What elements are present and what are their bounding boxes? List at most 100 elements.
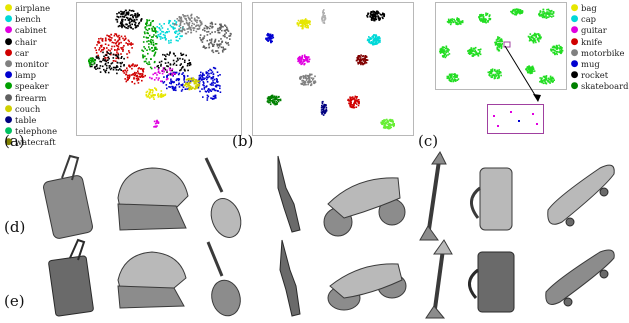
scatter-point — [132, 73, 134, 76]
scatter-point — [138, 14, 140, 16]
scatter-point — [373, 18, 376, 20]
scatter-point — [152, 90, 154, 92]
scatter-point — [160, 93, 162, 96]
scatter-point — [94, 66, 96, 69]
scatter-point — [189, 63, 192, 66]
scatter-point — [132, 28, 134, 30]
scatter-point — [112, 57, 115, 59]
scatter-point — [100, 37, 102, 40]
scatter-point — [324, 17, 327, 20]
scatter-point — [161, 27, 164, 29]
scatter-point — [120, 41, 122, 44]
scatter-point — [183, 23, 186, 25]
scatter-point — [349, 100, 352, 103]
scatter-point — [379, 39, 381, 41]
legend_a-item: ● car — [4, 48, 57, 59]
scatter-point — [213, 78, 216, 81]
scatter-point — [185, 54, 187, 57]
scatter-point — [458, 21, 461, 24]
legend-marker-icon: ● — [4, 137, 13, 148]
scatter-point — [219, 23, 221, 26]
scatter-point — [483, 19, 486, 21]
scatter-point — [372, 14, 375, 16]
scatter-point — [187, 31, 189, 33]
scatter-point — [169, 24, 172, 27]
scatter-point — [206, 74, 209, 76]
legend-marker-icon: ● — [4, 114, 13, 125]
scatter-point — [160, 93, 163, 95]
scatter-point — [206, 27, 208, 30]
scatter-point — [88, 59, 90, 62]
legend-label: car — [15, 47, 29, 58]
scatter-point — [174, 87, 177, 89]
scatter-point — [92, 58, 95, 60]
scatter-point — [374, 15, 377, 18]
scatter-point — [496, 77, 499, 80]
scatter-point — [104, 57, 107, 59]
scatter-point — [371, 13, 374, 16]
scatter-point — [500, 39, 503, 41]
scatter-point — [539, 10, 542, 12]
scatter-point — [322, 11, 324, 14]
scatter-point — [206, 77, 209, 79]
scatter-point — [175, 79, 178, 82]
legend-label: bag — [581, 3, 597, 13]
scatter-point — [202, 73, 204, 75]
scatter-point — [456, 79, 459, 81]
scatter-point — [514, 11, 517, 14]
scatter-point — [140, 18, 143, 20]
scatter-point — [271, 40, 273, 43]
scatter-point — [102, 58, 105, 60]
scatter-point — [307, 25, 309, 27]
scatter-point — [359, 58, 362, 60]
scatter-point — [275, 100, 278, 103]
scatter-point — [368, 40, 370, 42]
scatter-point — [301, 58, 303, 61]
legend_a-item: ● speaker — [4, 81, 57, 92]
scatter-point — [352, 104, 355, 106]
scatter-point — [374, 19, 376, 21]
scatter-point — [134, 15, 137, 17]
scatter-point — [113, 45, 116, 48]
scatter-point — [143, 36, 145, 38]
scatter-point — [195, 25, 197, 27]
scatter-point — [363, 57, 366, 60]
scatter-point — [223, 48, 225, 51]
scatter-point — [540, 15, 543, 17]
legend-label: watecraft — [15, 137, 56, 148]
scatter-point — [539, 80, 541, 83]
scatter-point — [534, 33, 536, 36]
scatter-point — [202, 84, 204, 86]
scatter-point — [98, 42, 101, 44]
scatter-point — [382, 120, 384, 122]
scatter-point — [162, 69, 164, 71]
scatter-point — [214, 23, 217, 25]
scatter-point — [552, 48, 554, 51]
scatter-point — [123, 72, 126, 74]
scatter-point — [301, 82, 304, 85]
scatter-point — [535, 36, 537, 39]
scatter-point — [553, 45, 555, 48]
scatter-point — [351, 106, 353, 108]
scatter-point — [142, 41, 145, 43]
scatter-point — [196, 84, 199, 87]
scatter-point — [378, 40, 381, 43]
scatter-point — [112, 68, 115, 71]
scatter-point — [126, 53, 128, 55]
scatter-point — [300, 76, 303, 78]
scatter-point — [171, 73, 173, 76]
scatter-point — [204, 47, 206, 50]
scatter-point — [356, 57, 358, 59]
scatter-point — [360, 59, 363, 62]
scatter-point — [98, 47, 101, 49]
scatter-point — [118, 37, 121, 39]
scatter-point — [132, 63, 134, 66]
scatter-point — [314, 75, 316, 78]
scatter-point — [172, 63, 175, 66]
scatter-point — [90, 57, 93, 59]
scatter-point — [389, 127, 391, 130]
scatter-point — [186, 88, 188, 90]
scatter-point — [310, 84, 312, 87]
scatter-point — [134, 23, 136, 26]
scatter-point — [117, 54, 120, 56]
